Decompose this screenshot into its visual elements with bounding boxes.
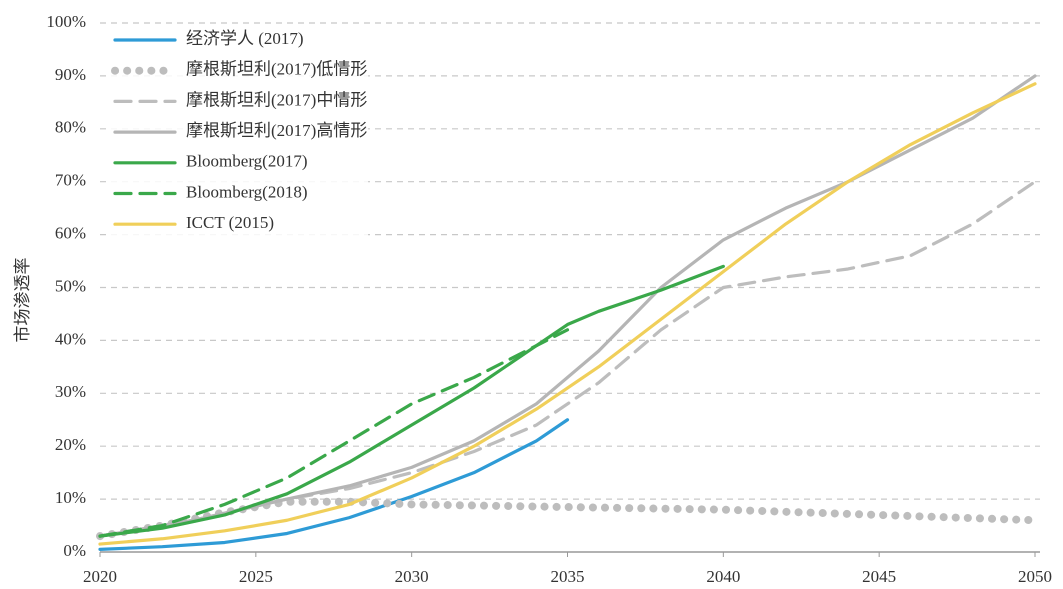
x-tick-label: 2050	[1018, 567, 1052, 586]
series-line	[98, 82, 1037, 546]
x-tick-label: 2030	[395, 567, 429, 586]
y-tick-label: 50%	[55, 276, 86, 295]
y-tick-label: 40%	[55, 329, 86, 348]
series-line	[98, 74, 1037, 538]
y-tick-label: 80%	[55, 118, 86, 137]
series-line	[98, 328, 570, 538]
legend-label: Bloomberg(2017)	[186, 152, 308, 171]
y-tick-label: 70%	[55, 171, 86, 190]
x-tick-label: 2045	[862, 567, 896, 586]
y-axis-label: 市场渗透率	[13, 258, 32, 343]
x-tick-label: 2035	[551, 567, 585, 586]
legend-label: 摩根斯坦利(2017)高情形	[186, 121, 367, 140]
y-tick-label: 0%	[63, 541, 86, 560]
y-tick-label: 10%	[55, 488, 86, 507]
legend-label: 经济学人 (2017)	[186, 29, 304, 48]
y-tick-label: 100%	[46, 12, 86, 31]
legend-label: Bloomberg(2018)	[186, 182, 308, 201]
legend-label: 摩根斯坦利(2017)中情形	[186, 90, 367, 109]
series-line	[96, 497, 1039, 541]
x-tick-label: 2025	[239, 567, 273, 586]
y-tick-label: 90%	[55, 65, 86, 84]
x-tick-label: 2020	[83, 567, 117, 586]
y-tick-label: 60%	[55, 224, 86, 243]
series-line	[98, 264, 725, 538]
series-line	[98, 418, 570, 551]
y-tick-label: 30%	[55, 382, 86, 401]
legend-label: 摩根斯坦利(2017)低情形	[186, 60, 367, 79]
x-tick-label: 2040	[706, 567, 740, 586]
y-tick-label: 20%	[55, 435, 86, 454]
legend-label: ICCT (2015)	[186, 213, 274, 232]
